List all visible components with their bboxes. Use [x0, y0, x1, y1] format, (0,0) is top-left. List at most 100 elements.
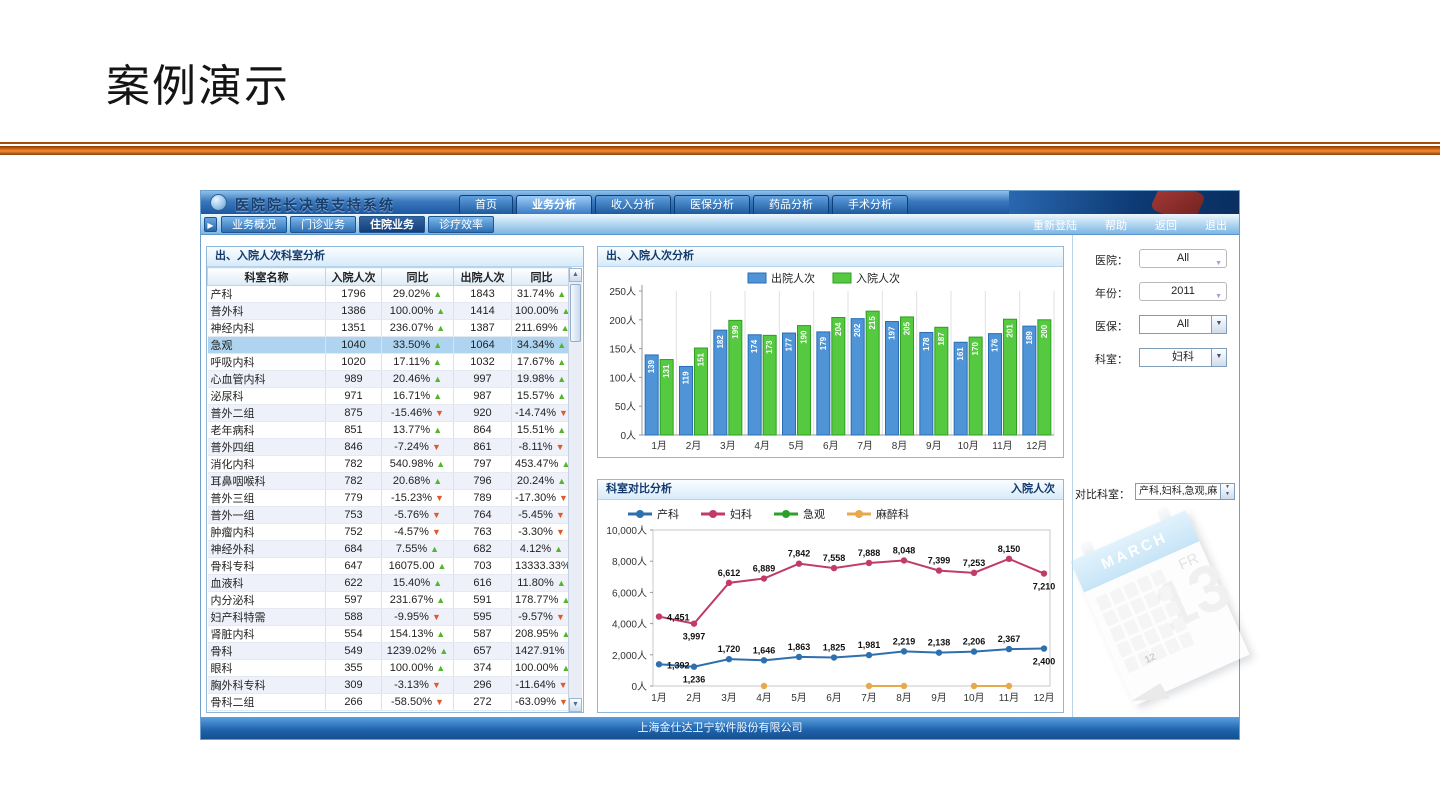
- nav-tab-收入分析[interactable]: 收入分析: [595, 195, 671, 214]
- table-row[interactable]: 普外科 1386 100.00% ▲ 1414 100.00% ▲: [207, 302, 572, 320]
- filter-select[interactable]: 2011 ▼: [1139, 282, 1227, 301]
- cell-dept-name: 耳鼻咽喉科: [207, 472, 326, 490]
- chevron-down-icon: ▼: [1215, 293, 1222, 300]
- table-row[interactable]: 胸外科专科 309 -3.13% ▼ 296 -11.64% ▼: [207, 676, 572, 694]
- svg-text:199: 199: [731, 325, 740, 339]
- arrow-down-icon: ▼: [555, 442, 565, 452]
- bar-入院人次-3月: [728, 319, 743, 436]
- arrow-up-icon: ▲: [436, 663, 446, 673]
- nav-tab-首页[interactable]: 首页: [459, 195, 513, 214]
- cell-out-count: 682: [453, 540, 512, 558]
- nav-tab-业务分析[interactable]: 业务分析: [516, 195, 592, 214]
- arrow-up-icon: ▲: [432, 357, 442, 367]
- scroll-down-icon[interactable]: ▼: [569, 698, 582, 712]
- svg-text:197: 197: [888, 326, 897, 340]
- table-row[interactable]: 急观 1040 33.50% ▲ 1064 34.34% ▲: [207, 336, 572, 354]
- arrow-down-icon: ▼: [435, 697, 444, 707]
- point-麻醉科-4月: [760, 682, 768, 690]
- column-header: 同比: [511, 267, 572, 286]
- sub-tab-诊疗效率[interactable]: 诊疗效率: [428, 216, 494, 233]
- sub-tab-门诊业务[interactable]: 门诊业务: [290, 216, 356, 233]
- cell-in-count: 597: [325, 591, 382, 609]
- table-row[interactable]: 老年病科 851 13.77% ▲ 864 15.51% ▲: [207, 421, 572, 439]
- point-产科-8月: [900, 648, 908, 655]
- svg-text:189: 189: [1025, 331, 1034, 345]
- cell-out-count: 1032: [453, 353, 512, 371]
- cell-in-yoy: 540.98% ▲: [381, 455, 454, 473]
- table-row[interactable]: 泌尿科 971 16.71% ▲ 987 15.57% ▲: [207, 387, 572, 405]
- table-row[interactable]: 神经外科 684 7.55% ▲ 682 4.12% ▲: [207, 540, 572, 558]
- link-帮助[interactable]: 帮助: [1105, 220, 1127, 232]
- cell-in-yoy: 1239.02% ▲: [381, 642, 454, 660]
- nav-tab-手术分析[interactable]: 手术分析: [832, 195, 908, 214]
- svg-text:9月: 9月: [926, 440, 942, 452]
- table-row[interactable]: 普外四组 846 -7.24% ▼ 861 -8.11% ▼: [207, 438, 572, 456]
- cell-dept-name: 消化内科: [207, 455, 326, 473]
- cell-out-yoy: 100.00% ▲: [511, 302, 572, 320]
- svg-text:119: 119: [682, 371, 691, 384]
- table-row[interactable]: 眼科 355 100.00% ▲ 374 100.00% ▲: [207, 659, 572, 677]
- arrow-up-icon: ▲: [557, 391, 567, 401]
- table-row[interactable]: 肾脏内科 554 154.13% ▲ 587 208.95% ▲: [207, 625, 572, 643]
- filter-select[interactable]: All ▼: [1139, 315, 1227, 334]
- table-row[interactable]: 心血管内科 989 20.46% ▲ 997 19.98% ▲: [207, 370, 572, 388]
- table-row[interactable]: 耳鼻咽喉科 782 20.68% ▲ 796 20.24% ▲: [207, 472, 572, 490]
- arrow-up-icon: ▲: [436, 323, 446, 333]
- arrow-down-icon: ▼: [435, 408, 444, 418]
- line-chart-unit-label: 入院人次: [1011, 483, 1055, 495]
- sub-tab-住院业务[interactable]: 住院业务: [359, 216, 425, 233]
- calendar-cell: [1116, 602, 1133, 621]
- arrow-up-icon: ▲: [554, 544, 564, 554]
- link-返回[interactable]: 返回: [1155, 220, 1177, 232]
- sidebar-collapse-arrow-icon[interactable]: ▶: [204, 217, 217, 232]
- calendar-fold-corner: [1131, 683, 1170, 717]
- scroll-up-icon[interactable]: ▲: [569, 268, 582, 282]
- cell-out-count: 764: [453, 506, 512, 524]
- cell-in-yoy: 231.67% ▲: [381, 591, 454, 609]
- table-row[interactable]: 普外三组 779 -15.23% ▼ 789 -17.30% ▼: [207, 489, 572, 507]
- calendar-cell: [1129, 596, 1147, 615]
- column-header: 同比: [381, 267, 454, 286]
- table-row[interactable]: 消化内科 782 540.98% ▲ 797 453.47% ▲: [207, 455, 572, 473]
- bar-入院人次-4月: [762, 334, 777, 436]
- nav-tab-医保分析[interactable]: 医保分析: [674, 195, 750, 214]
- calendar-cell: [1122, 581, 1140, 599]
- cell-in-count: 989: [325, 370, 382, 388]
- table-row[interactable]: 普外二组 875 -15.46% ▼ 920 -14.74% ▼: [207, 404, 572, 422]
- table-row[interactable]: 神经内科 1351 236.07% ▲ 1387 211.69% ▲: [207, 319, 572, 337]
- arrow-up-icon: ▲: [556, 578, 566, 588]
- cell-out-yoy: -11.64% ▼: [511, 676, 572, 694]
- sub-tab-业务概况[interactable]: 业务概况: [221, 216, 287, 233]
- table-row[interactable]: 肿瘤内科 752 -4.57% ▼ 763 -3.30% ▼: [207, 523, 572, 541]
- link-重新登陆[interactable]: 重新登陆: [1033, 220, 1077, 232]
- table-row[interactable]: 普外一组 753 -5.76% ▼ 764 -5.45% ▼: [207, 506, 572, 524]
- filter-select[interactable]: All ▼: [1139, 249, 1227, 268]
- app-window: 医院院长决策支持系统 首页 业务分析 收入分析 医保分析 药品分析 手术分析 ▶ 业务概况…: [200, 190, 1250, 740]
- compare-dept-select[interactable]: 产科,妇科,急观,麻 ▼ ▼: [1135, 483, 1235, 500]
- svg-text:4月: 4月: [754, 440, 770, 452]
- cell-out-count: 796: [453, 472, 512, 490]
- svg-text:7,210: 7,210: [1033, 582, 1056, 592]
- table-row[interactable]: 血液科 622 15.40% ▲ 616 11.80% ▲: [207, 574, 572, 592]
- arrow-up-icon: ▲: [561, 306, 571, 316]
- cell-in-count: 355: [325, 659, 382, 677]
- table-row[interactable]: 产科 1796 29.02% ▲ 1843 31.74% ▲: [207, 285, 572, 303]
- table-scrollbar[interactable]: ▲ ▼: [568, 268, 582, 712]
- link-退出[interactable]: 退出: [1205, 220, 1227, 232]
- point-妇科-1月: [655, 613, 663, 620]
- scrollbar-thumb[interactable]: [570, 284, 581, 342]
- svg-text:161: 161: [956, 347, 965, 361]
- compare-dept-label: 对比科室：: [1075, 489, 1130, 501]
- column-header: 入院人次: [325, 267, 382, 286]
- arrow-up-icon: ▲: [436, 595, 446, 605]
- table-row[interactable]: 内分泌科 597 231.67% ▲ 591 178.77% ▲: [207, 591, 572, 609]
- table-row[interactable]: 骨科二组 266 -58.50% ▼ 272 -63.09% ▼: [207, 693, 572, 711]
- table-row[interactable]: 妇产科特需 588 -9.95% ▼ 595 -9.57% ▼: [207, 608, 572, 626]
- filter-select[interactable]: 妇科 ▼: [1139, 348, 1227, 367]
- nav-tab-药品分析[interactable]: 药品分析: [753, 195, 829, 214]
- dept-table-header: 科室名称 入院人次 同比 出院人次 同比: [207, 267, 572, 286]
- table-row[interactable]: 呼吸内科 1020 17.11% ▲ 1032 17.67% ▲: [207, 353, 572, 371]
- svg-text:7,558: 7,558: [823, 553, 846, 563]
